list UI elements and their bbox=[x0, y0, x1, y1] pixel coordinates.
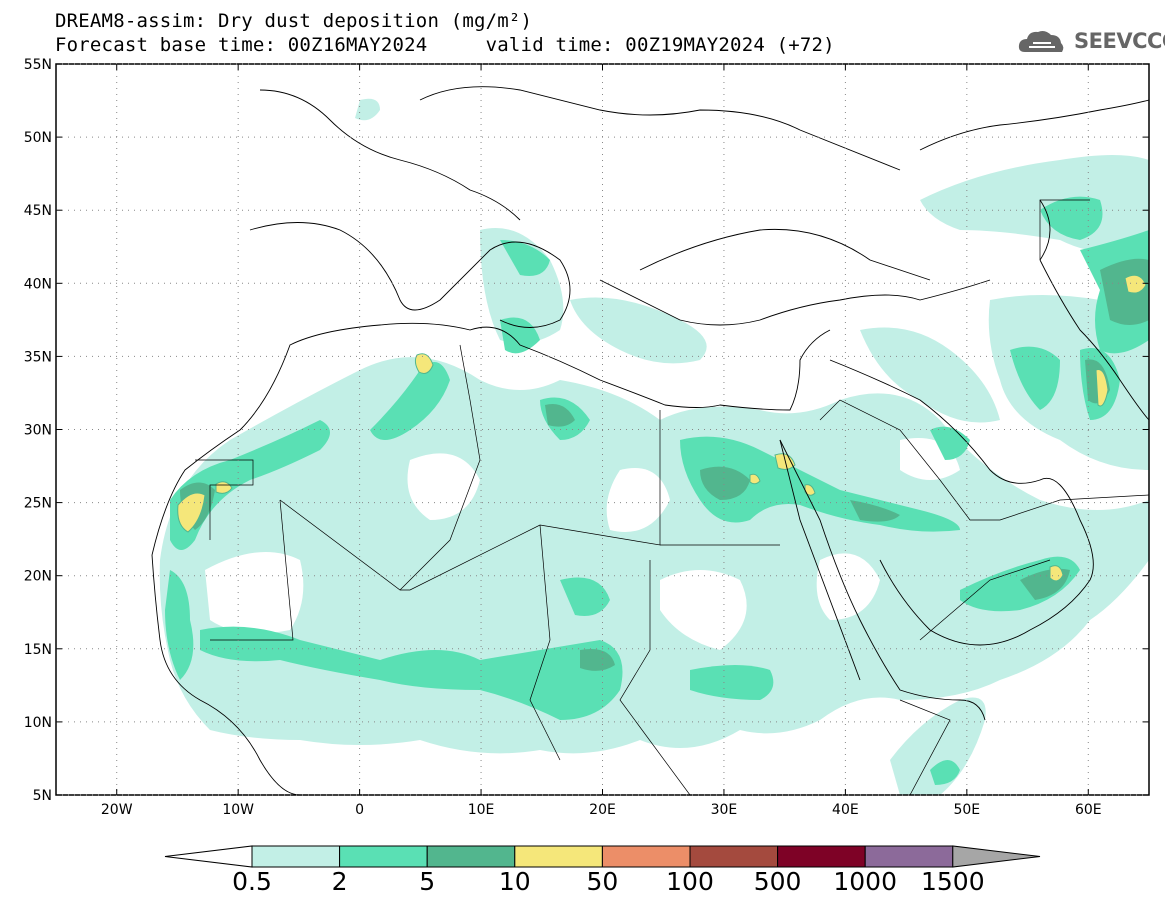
cloud-icon bbox=[1018, 31, 1064, 52]
lat-tick-label: 25N bbox=[24, 496, 52, 512]
legend-level-label: 100 bbox=[666, 867, 714, 896]
lat-tick-label: 15N bbox=[24, 642, 52, 658]
legend-swatch bbox=[689, 845, 779, 868]
lat-tick-label: 35N bbox=[24, 349, 52, 365]
lon-tick-label: 50E bbox=[953, 802, 980, 818]
legend-colorbar: 0.5 2 5 10 50 100 500 1000 1500 bbox=[164, 845, 1041, 896]
forecast-time-line: Forecast base time: 00Z16MAY2024 valid t… bbox=[55, 34, 835, 56]
lat-tick-label: 55N bbox=[24, 57, 52, 73]
legend-swatch bbox=[426, 845, 516, 868]
legend-level-label: 2 bbox=[332, 867, 348, 896]
legend-min-arrow bbox=[164, 845, 253, 868]
legend-level-label: 1500 bbox=[921, 867, 985, 896]
legend-level-label: 0.5 bbox=[232, 867, 272, 896]
legend-swatch bbox=[601, 845, 691, 868]
lon-tick-label: 10W bbox=[222, 802, 254, 818]
map-title: DREAM8-assim: Dry dust deposition (mg/m²… bbox=[55, 10, 533, 32]
lon-tick-label: 30E bbox=[711, 802, 738, 818]
lat-tick-label: 45N bbox=[24, 203, 52, 219]
legend-swatch bbox=[339, 845, 428, 868]
legend-swatch bbox=[251, 845, 341, 868]
legend-max-arrow bbox=[952, 845, 1041, 868]
legend-level-label: 50 bbox=[586, 867, 618, 896]
lat-tick-label: 50N bbox=[24, 130, 52, 146]
lat-tick-label: 30N bbox=[24, 423, 52, 439]
legend-swatch bbox=[777, 845, 866, 868]
lat-tick-label: 5N bbox=[33, 788, 52, 804]
legend-swatch bbox=[514, 845, 603, 868]
lat-tick-label: 10N bbox=[24, 715, 52, 731]
lon-tick-label: 0 bbox=[355, 802, 364, 818]
dust-deposition-field bbox=[159, 98, 1149, 795]
axis-ticks: 20W 10W 0 10E 20E 30E 40E 50E 60E 55N 50N 45N 40N 35N… bbox=[24, 57, 1149, 818]
lon-tick-label: 40E bbox=[832, 802, 859, 818]
lat-tick-label: 20N bbox=[24, 569, 52, 585]
lon-tick-label: 10E bbox=[468, 802, 495, 818]
legend-swatch bbox=[864, 845, 954, 868]
lon-tick-label: 60E bbox=[1075, 802, 1102, 818]
legend-level-label: 1000 bbox=[833, 867, 897, 896]
logo-text: SEEVCCC bbox=[1074, 29, 1165, 53]
legend-level-label: 10 bbox=[499, 867, 531, 896]
legend-level-label: 5 bbox=[419, 867, 435, 896]
lat-tick-label: 40N bbox=[24, 276, 52, 292]
legend-level-label: 500 bbox=[754, 867, 802, 896]
coastlines bbox=[151, 86, 1149, 795]
lon-tick-label: 20E bbox=[589, 802, 616, 818]
lon-tick-label: 20W bbox=[101, 802, 133, 818]
